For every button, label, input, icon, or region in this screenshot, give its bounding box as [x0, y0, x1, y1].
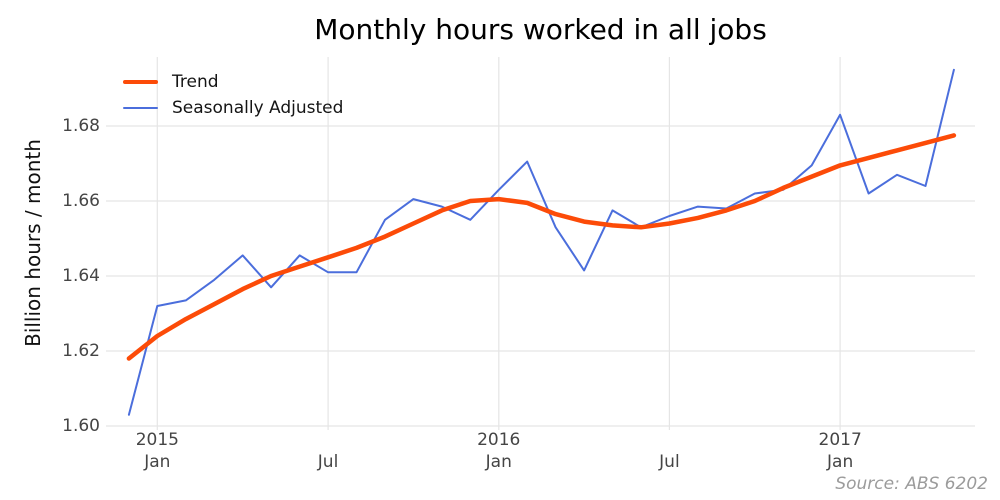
- legend: Trend Seasonally Adjusted: [123, 69, 343, 121]
- trend-line-swatch: [123, 79, 158, 85]
- y-tick-label: 1.62: [62, 341, 100, 361]
- seasonally-adjusted-line-swatch: [123, 107, 158, 109]
- x-tick-label: Jan: [144, 452, 171, 472]
- y-tick-label: 1.60: [62, 416, 100, 436]
- y-tick-label: 1.68: [62, 116, 100, 136]
- x-tick-year-label: 2017: [818, 430, 862, 450]
- x-tick-year-label: 2015: [135, 430, 179, 450]
- legend-item-trend: Trend: [123, 69, 343, 95]
- y-tick-label: 1.66: [62, 191, 100, 211]
- x-tick-year-label: 2016: [477, 430, 521, 450]
- y-axis-label: Billion hours / month: [21, 139, 45, 347]
- y-tick-label: 1.64: [62, 266, 100, 286]
- legend-label-trend: Trend: [172, 72, 219, 92]
- x-tick-label: Jul: [317, 452, 339, 472]
- seasonally-adjusted-line: [127, 68, 955, 416]
- x-tick-label: Jul: [659, 452, 680, 472]
- source-note: Source: ABS 6202: [835, 474, 988, 494]
- x-tick-label: Jan: [485, 452, 512, 472]
- legend-label-seasonally-adjusted: Seasonally Adjusted: [172, 98, 344, 118]
- legend-item-seasonally-adjusted: Seasonally Adjusted: [123, 95, 343, 121]
- x-tick-label: Jan: [827, 452, 854, 472]
- trend-line: [126, 133, 957, 361]
- chart-title: Monthly hours worked in all jobs: [314, 13, 767, 46]
